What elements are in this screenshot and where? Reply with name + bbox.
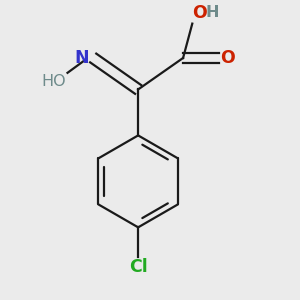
Text: HO: HO <box>41 74 66 89</box>
Text: O: O <box>192 4 207 22</box>
Text: O: O <box>220 49 235 67</box>
Text: N: N <box>74 49 89 67</box>
Text: Cl: Cl <box>129 259 148 277</box>
Text: H: H <box>206 5 219 20</box>
